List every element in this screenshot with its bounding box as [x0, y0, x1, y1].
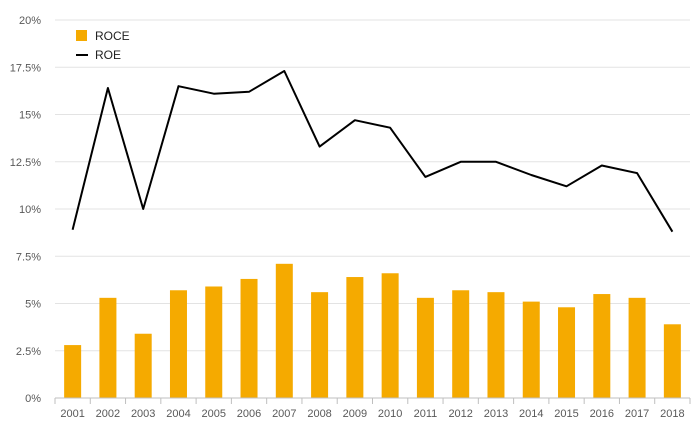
y-tick-label: 10% — [19, 204, 41, 216]
roce-bar — [240, 278, 258, 398]
roce-bar — [593, 294, 611, 398]
x-tick-label: 2017 — [625, 408, 649, 420]
y-tick-label: 0% — [25, 393, 41, 405]
roce-bar — [205, 286, 223, 398]
roce-bar — [381, 273, 399, 398]
roce-bar — [64, 345, 82, 398]
y-axis-ticks: 0% 2.5% 5% 7.5% 10% 12.5% 15% 17.5% 20% — [10, 15, 41, 405]
x-tick-label: 2011 — [414, 408, 438, 420]
x-tick-label: 2001 — [60, 408, 84, 420]
roce-bar — [275, 263, 293, 398]
y-tick-label: 20% — [19, 15, 41, 27]
x-tick-label: 2004 — [166, 408, 190, 420]
x-tick-label: 2015 — [554, 408, 578, 420]
roce-bar — [346, 277, 364, 398]
roce-bar — [628, 297, 646, 398]
roce-bar — [169, 290, 187, 398]
x-tick-label: 2014 — [519, 408, 543, 420]
legend-label-roe: ROE — [95, 48, 121, 62]
gridlines — [55, 19, 690, 352]
x-tick-label: 2010 — [378, 408, 402, 420]
roce-bar — [99, 297, 117, 398]
x-tick-label: 2016 — [590, 408, 614, 420]
x-tick-label: 2008 — [307, 408, 331, 420]
roe-line-series — [71, 70, 674, 233]
roce-bar — [663, 324, 681, 398]
roce-bar — [416, 297, 434, 398]
y-tick-label: 15% — [19, 110, 41, 122]
roce-bar — [134, 333, 152, 398]
y-tick-label: 12.5% — [10, 157, 41, 169]
y-tick-label: 2.5% — [16, 346, 41, 358]
x-tick-label: 2018 — [660, 408, 684, 420]
x-axis: 2001 2002 2003 2004 2005 2006 2007 2008 2009 2010… — [54, 397, 691, 420]
x-tick-label: 2013 — [484, 408, 508, 420]
legend-swatch-roce — [76, 30, 87, 41]
legend: ROCE ROE — [76, 29, 130, 62]
roce-bars — [64, 263, 681, 398]
roce-bar — [522, 301, 540, 398]
x-tick-label: 2006 — [237, 408, 261, 420]
x-tick-label: 2005 — [202, 408, 226, 420]
y-tick-label: 5% — [25, 299, 41, 311]
x-tick-label: 2002 — [96, 408, 120, 420]
legend-label-roce: ROCE — [95, 29, 130, 43]
roce-bar — [558, 307, 576, 398]
x-tick-label: 2007 — [272, 408, 296, 420]
roce-bar — [487, 292, 505, 398]
x-tick-label: 2003 — [131, 408, 155, 420]
x-tick-label: 2012 — [448, 408, 472, 420]
x-tick-label: 2009 — [343, 408, 367, 420]
roce-bar — [452, 290, 470, 398]
roce-bar — [311, 292, 329, 398]
roe-line — [71, 70, 674, 233]
y-tick-label: 17.5% — [10, 62, 41, 74]
y-tick-label: 7.5% — [16, 251, 41, 263]
